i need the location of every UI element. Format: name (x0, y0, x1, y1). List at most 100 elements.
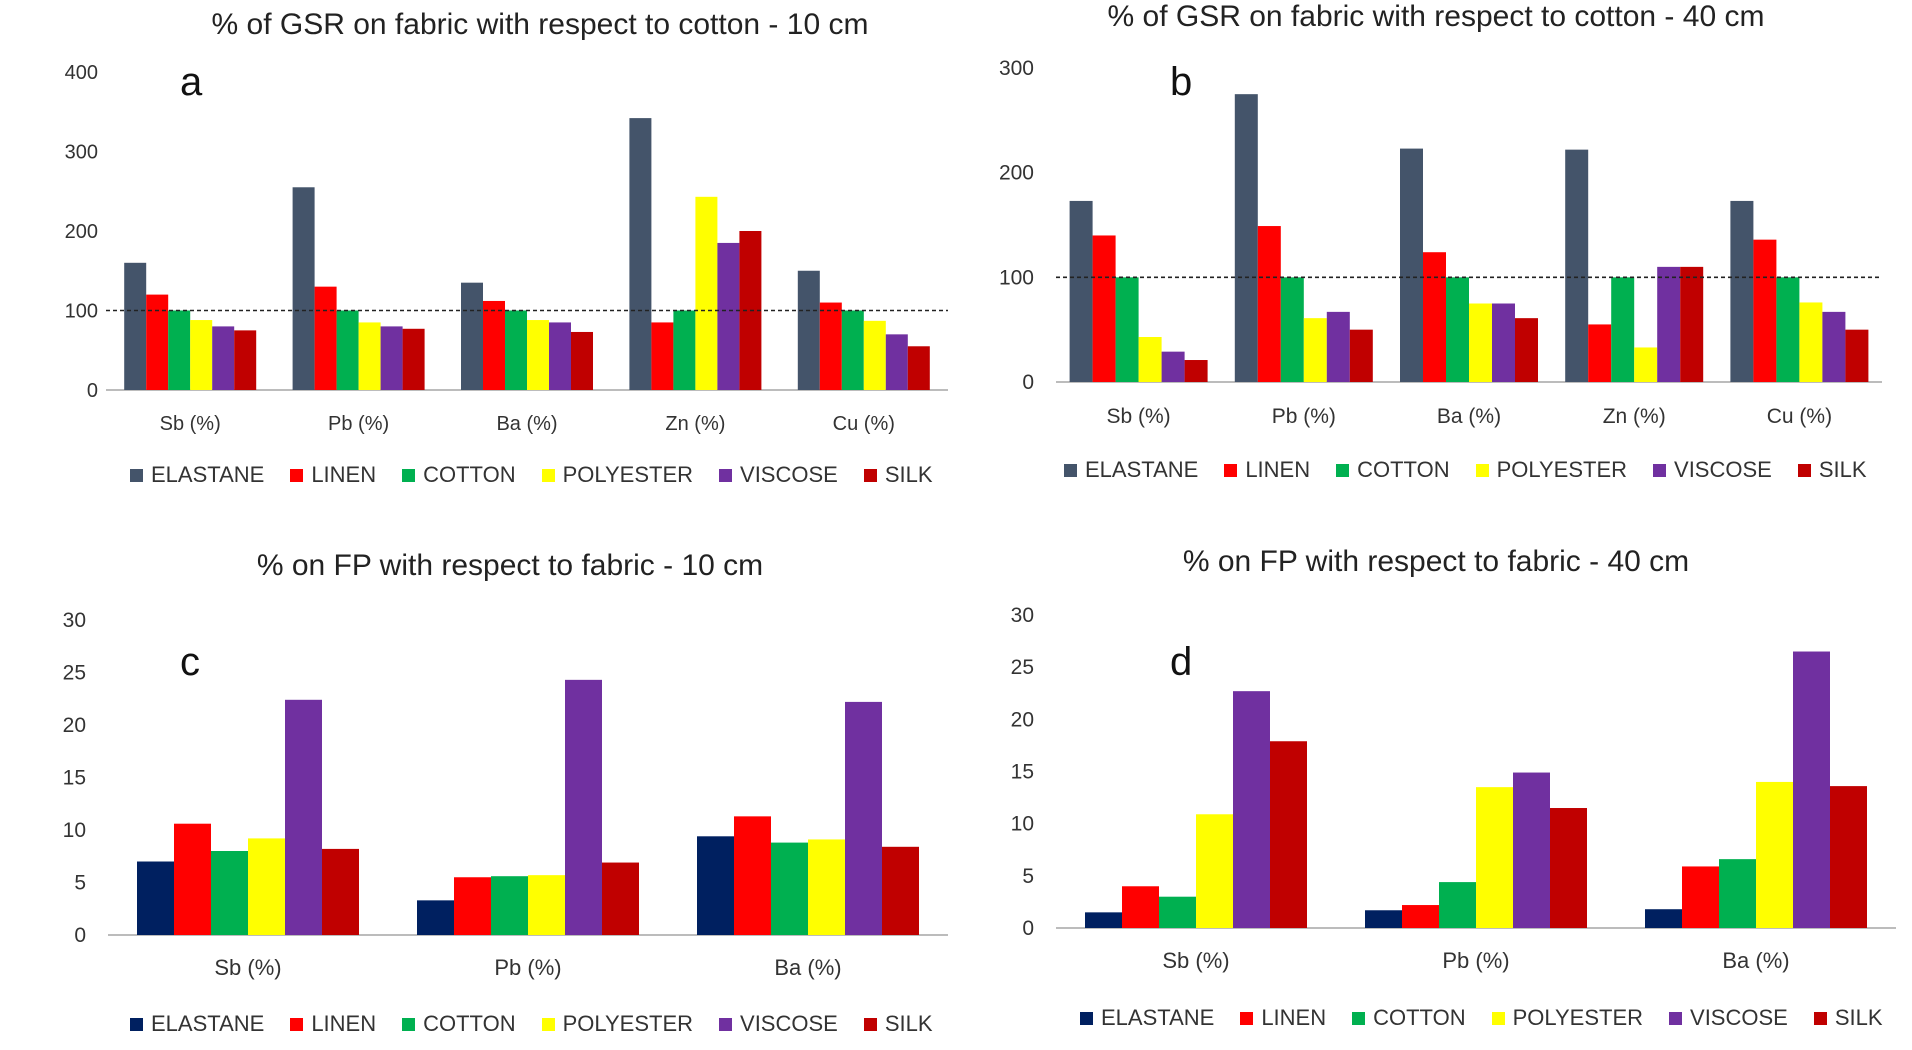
legend-label: COTTON (1373, 1005, 1466, 1030)
legend-item-polyester: POLYESTER (1491, 1005, 1644, 1031)
legend-label: LINEN (311, 1011, 377, 1036)
bar-polyester-2 (808, 839, 845, 935)
bar-silk-0 (234, 330, 257, 390)
y-tick-label: 0 (74, 924, 86, 947)
bar-viscose-2 (549, 322, 571, 390)
bar-silk-1 (602, 862, 639, 935)
bar-silk-1 (402, 328, 425, 390)
panel-label-a: a (180, 60, 203, 104)
bar-linen-2 (1682, 866, 1719, 928)
category-label: Zn (%) (665, 413, 725, 435)
y-tick-label: 5 (74, 872, 86, 895)
legend-item-elastane: ELASTANE (130, 1011, 264, 1037)
legend-swatch (541, 468, 555, 482)
bar-cotton-0 (168, 310, 191, 390)
bar-linen-2 (1423, 252, 1446, 382)
category-label: Cu (%) (1767, 405, 1832, 428)
bar-polyester-2 (527, 320, 549, 390)
bar-polyester-0 (248, 838, 285, 935)
bar-cotton-4 (1776, 277, 1800, 382)
legend-swatch (1064, 463, 1077, 477)
y-tick-label: 15 (1011, 761, 1034, 784)
category-label: Pb (%) (1272, 405, 1336, 428)
bar-elastane-1 (1365, 910, 1402, 928)
y-tick-label: 300 (999, 57, 1034, 80)
legend-d: ELASTANE LINEN COTTON POLYESTER VISCOSE SILK (1080, 1005, 1909, 1031)
bar-polyester-1 (358, 322, 381, 390)
legend-item-silk: SILK (863, 462, 933, 488)
legend-label: COTTON (423, 1011, 516, 1036)
chart-panel-a: % of GSR on fabric with respect to cotto… (0, 0, 956, 525)
bar-viscose-0 (1233, 691, 1270, 928)
legend-label: VISCOSE (740, 462, 838, 487)
legend-label: COTTON (423, 462, 516, 487)
legend-swatch (1352, 1011, 1366, 1025)
bar-polyester-4 (1799, 302, 1823, 382)
bar-cotton-1 (1280, 277, 1304, 382)
legend-item-silk: SILK (1797, 457, 1867, 483)
legend-item-elastane: ELASTANE (130, 462, 264, 488)
bar-elastane-2 (697, 836, 734, 935)
bar-silk-0 (1270, 741, 1307, 928)
legend-b: ELASTANE LINEN COTTON POLYESTER VISCOSE SILK (1064, 457, 1893, 483)
y-tick-label: 100 (999, 266, 1034, 289)
bar-polyester-2 (1469, 303, 1492, 382)
y-tick-label: 0 (1022, 917, 1034, 940)
bar-linen-1 (314, 286, 337, 390)
bar-elastane-3 (1565, 149, 1589, 382)
bar-polyester-3 (695, 196, 718, 390)
chart-panel-d: % on FP with respect to fabric - 40 cm d… (956, 525, 1912, 1050)
y-tick-label: 400 (65, 62, 98, 84)
bar-elastane-4 (1730, 200, 1754, 382)
bar-viscose-3 (717, 242, 740, 390)
legend-item-cotton: COTTON (402, 462, 516, 488)
category-label: Sb (%) (214, 955, 281, 980)
legend-item-cotton: COTTON (1352, 1005, 1466, 1031)
chart-panel-c: % on FP with respect to fabric - 10 cm c… (0, 525, 956, 1050)
bar-linen-0 (1092, 235, 1116, 382)
bar-chart-b: 0 100 200 300 Sb (%) Pb (%) Ba (%) Zn (%) Cu (%) (999, 57, 1882, 428)
legend-item-cotton: COTTON (402, 1011, 516, 1037)
legend-swatch (1080, 1011, 1093, 1025)
y-tick-label: 10 (63, 819, 86, 842)
chart-title-a: % of GSR on fabric with respect to cotto… (211, 8, 869, 41)
bar-silk-4 (1845, 329, 1869, 382)
bar-cotton-2 (1719, 859, 1756, 928)
bar-linen-0 (1122, 886, 1159, 928)
legend-swatch (1224, 463, 1238, 477)
bar-polyester-0 (1138, 336, 1162, 382)
bar-linen-3 (1588, 324, 1612, 382)
legend-label: ELASTANE (1101, 1005, 1215, 1030)
legend-label: VISCOSE (740, 1011, 838, 1036)
category-label: Zn (%) (1603, 405, 1666, 428)
y-tick-label: 0 (87, 380, 98, 402)
bar-cotton-1 (1439, 882, 1476, 928)
legend-swatch (1240, 1011, 1254, 1025)
chart-panel-b: % of GSR on fabric with respect to cotto… (956, 0, 1912, 525)
category-label: Pb (%) (1442, 948, 1509, 973)
legend-swatch (1797, 463, 1811, 477)
bar-viscose-2 (1793, 651, 1830, 928)
legend-item-linen: LINEN (290, 1011, 376, 1037)
chart-title-b: % of GSR on fabric with respect to cotto… (1107, 0, 1765, 33)
bar-linen-0 (146, 294, 169, 390)
legend-label: POLYESTER (562, 1011, 694, 1036)
legend-item-viscose: VISCOSE (1669, 1005, 1788, 1031)
bar-elastane-3 (629, 118, 652, 391)
bar-cotton-4 (841, 310, 864, 390)
bar-polyester-1 (1303, 318, 1327, 382)
legend-item-linen: LINEN (1240, 1005, 1326, 1031)
bar-linen-4 (819, 302, 842, 390)
legend-swatch (130, 468, 143, 482)
bar-polyester-1 (528, 875, 565, 935)
y-tick-label: 200 (65, 221, 98, 243)
bar-linen-1 (1257, 226, 1281, 382)
bar-silk-1 (1349, 329, 1373, 382)
legend-swatch (719, 468, 733, 482)
bar-viscose-0 (212, 326, 235, 390)
legend-label: ELASTANE (151, 1011, 265, 1036)
legend-item-linen: LINEN (1224, 457, 1310, 483)
legend-label: COTTON (1357, 457, 1450, 482)
legend-label: POLYESTER (1512, 1005, 1644, 1030)
legend-label: VISCOSE (1690, 1005, 1788, 1030)
